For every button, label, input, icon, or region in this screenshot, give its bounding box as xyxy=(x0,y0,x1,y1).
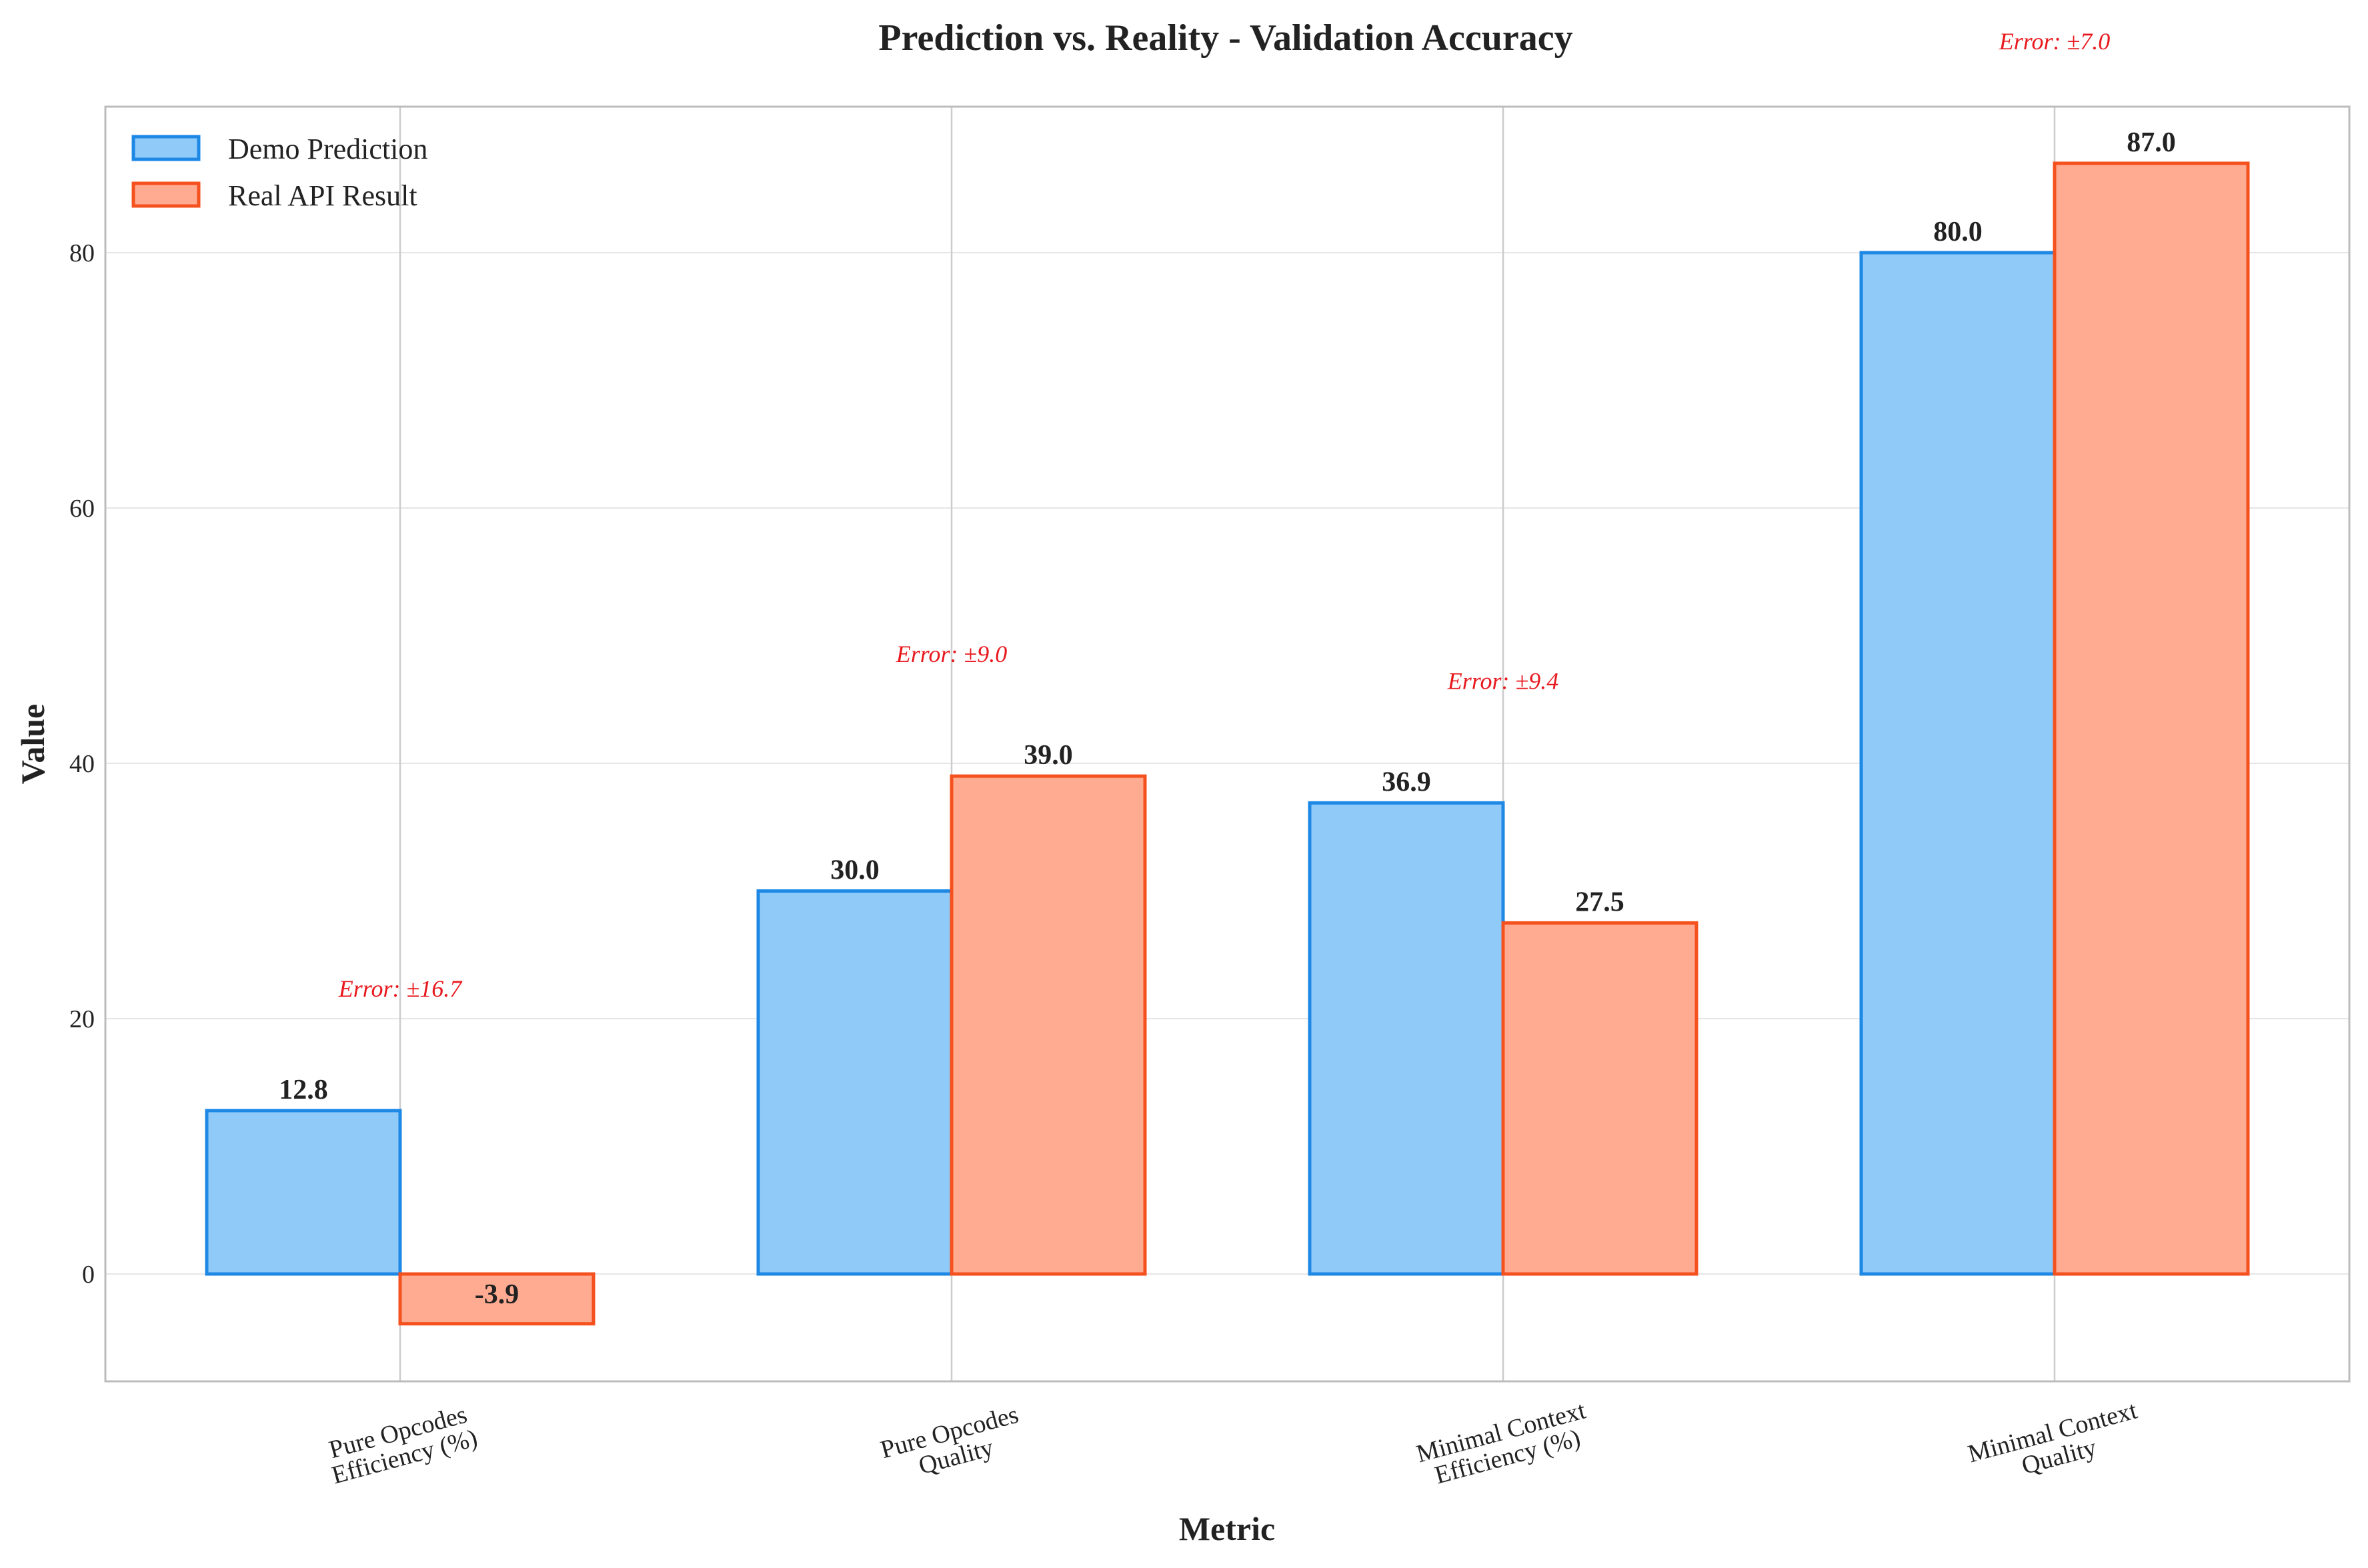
bar-value-label: 39.0 xyxy=(1024,740,1073,771)
bar-value-label: 87.0 xyxy=(2127,127,2176,158)
y-axis-label: Value xyxy=(14,704,51,784)
chart-title: Prediction vs. Reality - Validation Accu… xyxy=(878,17,1572,59)
bar-value-label: 30.0 xyxy=(830,855,880,886)
bar-real-api-result xyxy=(398,1272,596,1326)
bar-layer xyxy=(205,161,2250,1326)
legend-swatch-demo-prediction xyxy=(131,135,201,161)
bar-value-label: 27.5 xyxy=(1575,887,1624,917)
x-tick-label: Pure OpcodesEfficiency (%) xyxy=(322,1399,480,1489)
bar-value-label: -3.9 xyxy=(475,1279,519,1310)
bar-real-api-result xyxy=(950,774,1147,1276)
bar-value-label: 36.9 xyxy=(1382,767,1431,797)
bar-real-api-result xyxy=(1501,921,1698,1276)
y-tick-label: 60 xyxy=(69,495,95,523)
error-annotation: Error: ±9.0 xyxy=(896,641,1007,667)
legend: Demo Prediction Real API Result xyxy=(131,133,427,212)
y-tick-label: 80 xyxy=(69,239,95,267)
bar-real-api-result xyxy=(2053,161,2250,1276)
x-tick-label: Pure OpcodesQuality xyxy=(878,1401,1028,1489)
label-layer: 12.8 -3.9 Error: ±16.7 30.0 39.0 Error: ±9.0 3… xyxy=(279,28,2176,1310)
x-tick-label: Minimal ContextEfficiency (%) xyxy=(1414,1396,1596,1493)
bar-demo-prediction xyxy=(205,1109,402,1276)
error-annotation: Error: ±16.7 xyxy=(338,975,463,1002)
bar-demo-prediction xyxy=(1859,251,2057,1276)
x-tick-label: Minimal ContextQuality xyxy=(1965,1396,2147,1493)
bar-value-label: 80.0 xyxy=(1933,217,1983,247)
bar-demo-prediction xyxy=(756,889,954,1276)
legend-swatch-real-api-result xyxy=(131,181,201,208)
bar-demo-prediction xyxy=(1308,801,1505,1276)
legend-label-real-api-result: Real API Result xyxy=(228,179,417,212)
error-annotation: Error: ±7.0 xyxy=(1999,28,2110,55)
bar-value-label: 12.8 xyxy=(279,1075,328,1105)
y-tick-label: 20 xyxy=(69,1005,95,1033)
legend-label-demo-prediction: Demo Prediction xyxy=(228,133,427,165)
x-axis-label: Metric xyxy=(1179,1510,1275,1547)
plot-frame xyxy=(104,105,2351,1383)
error-annotation: Error: ±9.4 xyxy=(1447,667,1558,694)
y-tick-label: 0 xyxy=(82,1261,95,1289)
y-tick-label: 40 xyxy=(69,750,95,778)
